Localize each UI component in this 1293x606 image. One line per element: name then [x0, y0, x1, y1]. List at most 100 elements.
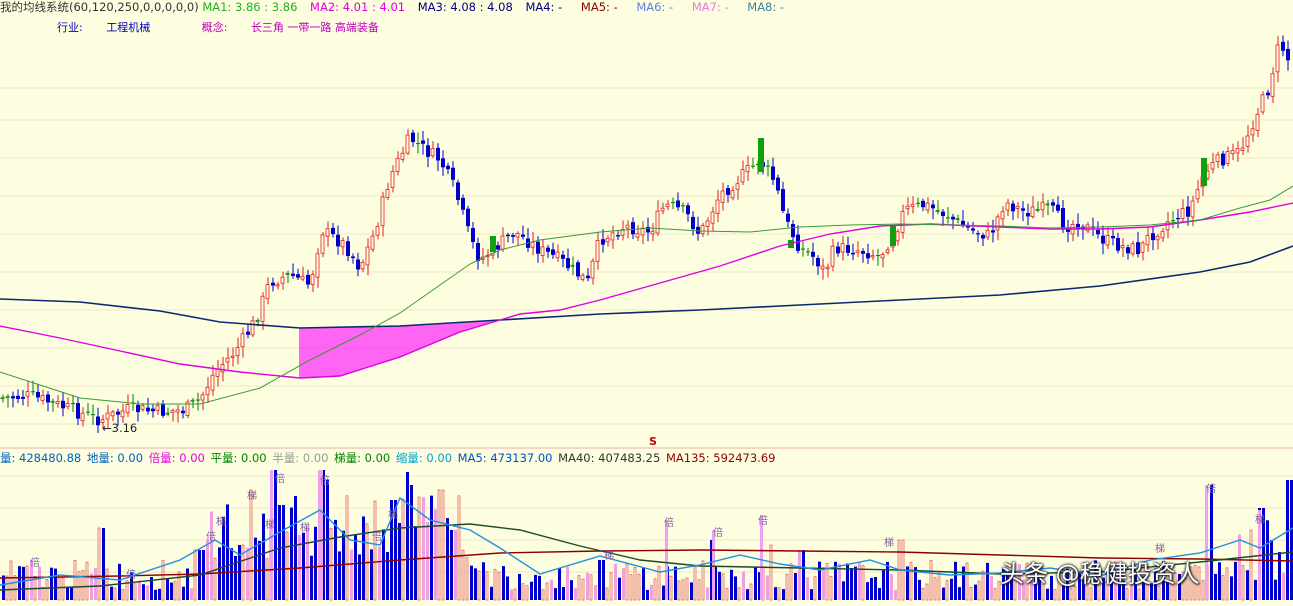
volume-bar	[81, 570, 85, 601]
volume-bar	[937, 570, 941, 601]
volume-bar	[430, 495, 433, 600]
volume-bar	[94, 567, 97, 600]
candle-body-up	[405, 134, 410, 154]
volume-bar	[13, 575, 17, 601]
candle-body-up	[215, 368, 220, 377]
volume-bar	[1078, 571, 1081, 600]
candle-body-down	[96, 416, 100, 426]
volume-bar	[538, 575, 541, 600]
indicator-header: 我的均线系统(60,120,250,0,0,0,0,0) MA1: 3.86 :…	[0, 0, 793, 14]
double-volume-tag: 倍	[126, 568, 136, 581]
volume-bar	[150, 577, 153, 600]
volume-bar	[929, 559, 933, 601]
volume-bar	[50, 567, 53, 600]
volume-bar	[958, 587, 961, 600]
candle-body-up	[650, 230, 655, 235]
low-price-marker: ←3.16	[102, 421, 138, 435]
candle-body-down	[816, 257, 820, 267]
volume-bar	[794, 573, 797, 600]
volume-bar	[818, 561, 821, 600]
candle-body-up	[1210, 162, 1215, 170]
candle-body-down	[1056, 204, 1060, 211]
volume-bar	[681, 579, 685, 601]
candle-body-down	[776, 177, 780, 191]
candle-body-up	[1035, 208, 1040, 211]
candle-body-down	[1176, 217, 1180, 220]
volume-bar	[285, 531, 289, 601]
volume-bar	[1249, 529, 1253, 601]
candle-body-down	[196, 399, 200, 401]
volume-bar	[890, 574, 893, 600]
candle-body-up	[540, 246, 545, 256]
candle-body-down	[451, 167, 455, 180]
volume-bar	[441, 489, 445, 601]
volume-bar	[1010, 570, 1013, 600]
industry-value[interactable]: 工程机械	[106, 21, 151, 34]
volume-bar	[1018, 564, 1021, 600]
volume-bar	[954, 561, 957, 600]
volume-bar	[1150, 583, 1153, 600]
volume-bar	[882, 570, 885, 600]
candle-body-up	[530, 241, 535, 248]
concept-value[interactable]: 长三角 一带一路 高端装备	[250, 21, 379, 34]
candle-body-down	[456, 182, 460, 200]
stock-info-row: 行业: 工程机械 概念: 长三角 一带一路 高端装备	[0, 21, 379, 35]
volume-bar	[618, 577, 621, 600]
volume-bar	[965, 562, 969, 601]
volume-bar	[1238, 534, 1241, 600]
volume-bar	[173, 580, 177, 601]
volume-bar	[993, 588, 997, 601]
volume-bar	[669, 575, 673, 601]
volume-bar	[1089, 587, 1093, 601]
volume-bar	[66, 586, 69, 600]
volume-bar	[545, 582, 549, 601]
candle-body-up	[1180, 208, 1185, 219]
candle-body-up	[400, 152, 405, 160]
volume-bar	[329, 527, 333, 601]
candle-body-down	[786, 213, 790, 222]
volume-bar	[434, 509, 437, 600]
candle-body-down	[586, 275, 590, 279]
volume-bar	[22, 566, 25, 600]
volume-bar	[570, 580, 573, 600]
candle-body-up	[620, 229, 625, 236]
candle-body-up	[25, 391, 30, 397]
volume-bar	[974, 584, 977, 600]
candle-body-up	[1160, 230, 1165, 239]
candle-body-up	[1045, 203, 1050, 206]
volume-bar	[594, 585, 597, 600]
volume-bar	[461, 549, 465, 601]
candlesticks	[0, 35, 1290, 434]
volume-bar	[249, 489, 253, 601]
volume-bar	[370, 549, 373, 600]
candle-body-down	[1101, 235, 1105, 244]
double-volume-bar	[712, 530, 715, 600]
volume-bar	[490, 586, 493, 600]
candle-body-down	[411, 132, 415, 143]
step-volume-tag: 梯	[216, 515, 226, 528]
candle-body-down	[416, 143, 420, 145]
candle-body-up	[925, 202, 930, 211]
candle-body-down	[931, 204, 935, 209]
double-volume-tag: 倍	[320, 474, 330, 487]
step-volume-tag: 梯	[300, 521, 310, 534]
volume-bar	[362, 516, 365, 600]
volume-bar	[858, 562, 861, 600]
volume-bar	[1166, 581, 1169, 600]
candle-body-down	[1076, 223, 1080, 230]
candle-body-up	[1005, 202, 1010, 211]
candle-body-down	[671, 202, 675, 204]
volume-bar	[977, 580, 981, 601]
candle-body-up	[360, 261, 365, 270]
candle-body-down	[61, 400, 65, 409]
volume-bar	[789, 563, 793, 601]
volume-bar	[1022, 579, 1025, 600]
candle-body-down	[336, 234, 340, 247]
volume-bar	[410, 485, 413, 600]
candle-body-up	[1225, 151, 1230, 164]
candle-body-down	[1151, 233, 1155, 241]
volume-bar	[1169, 565, 1173, 601]
volume-bar	[925, 583, 929, 601]
volume-bar	[942, 587, 945, 600]
